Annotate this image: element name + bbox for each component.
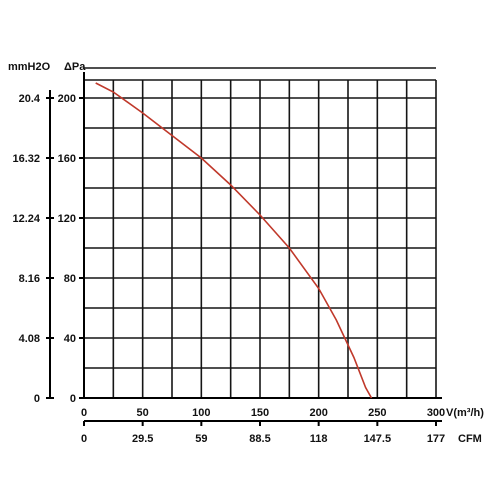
cfm-tick-label: 177 bbox=[427, 433, 445, 445]
x-unit-label: V(m³/h) bbox=[446, 407, 484, 419]
cfm-tick-label: 88.5 bbox=[249, 433, 270, 445]
x-tick-label: 250 bbox=[368, 407, 386, 419]
cfm-tick-label: 147.5 bbox=[364, 433, 392, 445]
cfm-tick-label: 29.5 bbox=[132, 433, 153, 445]
pa-tick-label: 200 bbox=[58, 93, 76, 105]
mmh2o-tick-label: 16.32 bbox=[12, 153, 40, 165]
pa-tick-label: 40 bbox=[64, 333, 76, 345]
pressure-curve bbox=[95, 82, 373, 399]
x-tick-label: 150 bbox=[251, 407, 269, 419]
cfm-tick-label: 0 bbox=[81, 433, 87, 445]
pa-tick-label: 80 bbox=[64, 273, 76, 285]
axis-labels: mmH2O ΔPa V(m³/h) CFM bbox=[8, 61, 484, 445]
tick-labels: 00404.08808.1612012.2416016.3220020.4005… bbox=[12, 93, 445, 445]
cfm-unit-label: CFM bbox=[458, 433, 482, 445]
mmh2o-tick-label: 8.16 bbox=[19, 273, 40, 285]
axes bbox=[46, 72, 442, 426]
mmh2o-tick-label: 4.08 bbox=[19, 333, 40, 345]
x-tick-label: 50 bbox=[137, 407, 149, 419]
pa-tick-label: 160 bbox=[58, 153, 76, 165]
mmh2o-tick-label: 20.4 bbox=[19, 93, 41, 105]
right-unit-label: ΔPa bbox=[64, 61, 86, 73]
pa-tick-label: 120 bbox=[58, 213, 76, 225]
x-tick-label: 200 bbox=[309, 407, 327, 419]
left-unit-label: mmH2O bbox=[8, 61, 51, 73]
x-tick-label: 100 bbox=[192, 407, 210, 419]
x-tick-label: 300 bbox=[427, 407, 445, 419]
pa-tick-label: 0 bbox=[70, 393, 76, 405]
mmh2o-tick-label: 12.24 bbox=[12, 213, 40, 225]
cfm-tick-label: 59 bbox=[195, 433, 207, 445]
grid bbox=[84, 67, 437, 398]
cfm-tick-label: 118 bbox=[310, 433, 328, 445]
x-tick-label: 0 bbox=[81, 407, 87, 419]
mmh2o-tick-label: 0 bbox=[34, 393, 40, 405]
